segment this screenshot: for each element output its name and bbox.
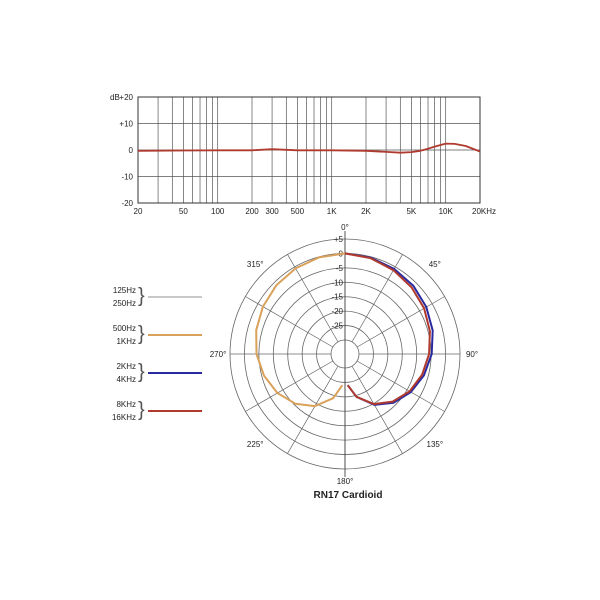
x-tick-label: 50 [179, 207, 188, 216]
response-curve [137, 142, 481, 154]
polar-spoke [245, 296, 334, 348]
x-tick-label: 200 [245, 207, 259, 216]
y-tick-label: +20 [119, 93, 133, 102]
radial-tick-label: -20 [331, 307, 343, 316]
angle-label: 45° [429, 260, 441, 269]
legend-swatch [148, 410, 202, 412]
polar-spoke [287, 254, 339, 343]
legend-brace: } [138, 323, 145, 345]
legend-label: 500Hz [112, 324, 136, 333]
legend-label: 4KHz [116, 375, 136, 384]
y-tick-label: -20 [121, 199, 133, 208]
radial-tick-label: -25 [331, 322, 343, 331]
legend-brace: } [138, 399, 145, 421]
polar-spoke [287, 365, 339, 454]
legend-label: 2KHz [116, 362, 136, 371]
angle-label: 135° [427, 440, 444, 449]
radial-tick-label: -5 [336, 264, 344, 273]
polar-spoke [245, 360, 334, 412]
x-tick-label: 20 [134, 207, 143, 216]
y-tick-label: -10 [121, 173, 133, 182]
angle-label: 0° [341, 223, 349, 232]
y-tick-label: +10 [119, 120, 133, 129]
legend-label: 16KHz [111, 413, 136, 422]
x-tick-label: 500 [291, 207, 305, 216]
radial-tick-label: -15 [331, 293, 343, 302]
x-tick-label: 10K [439, 207, 454, 216]
legend-brace: } [138, 285, 145, 307]
radial-tick-label: -10 [331, 278, 343, 287]
x-tick-label: 100 [211, 207, 225, 216]
polar-spoke [356, 296, 445, 348]
polar-curve [255, 252, 346, 408]
angle-label: 315° [247, 260, 264, 269]
polar-spoke [356, 360, 445, 412]
legend-label: 1KHz [116, 337, 136, 346]
radial-tick-label: +5 [334, 235, 344, 244]
legend-label: 8KHz [116, 400, 136, 409]
x-tick-label: 20KHz [472, 207, 496, 216]
x-tick-label: 300 [265, 207, 279, 216]
legend-brace: } [138, 361, 145, 383]
legend-label: 125Hz [112, 286, 136, 295]
angle-label: 270° [210, 350, 227, 359]
legend-swatch [148, 372, 202, 374]
legend-swatch [148, 334, 202, 336]
frequency-response-chart: +20 +10 0 -10 -20 dB 20 50 100 200 300 500 1K 2K 5K 10K… [110, 93, 496, 216]
x-tick-label: 2K [361, 207, 371, 216]
angle-label: 90° [466, 350, 478, 359]
y-axis-label: dB [110, 93, 120, 102]
polar-spoke [351, 365, 403, 454]
polar-spoke [351, 254, 403, 343]
angle-label: 180° [337, 477, 354, 486]
legend-label: 250Hz [112, 299, 136, 308]
polar-curve [344, 252, 431, 406]
polar-chart-title: RN17 Cardioid [313, 490, 383, 501]
angle-label: 225° [247, 440, 264, 449]
x-tick-label: 5K [406, 207, 416, 216]
legend-swatch [148, 296, 202, 298]
y-tick-label: 0 [129, 146, 134, 155]
x-tick-label: 1K [327, 207, 337, 216]
